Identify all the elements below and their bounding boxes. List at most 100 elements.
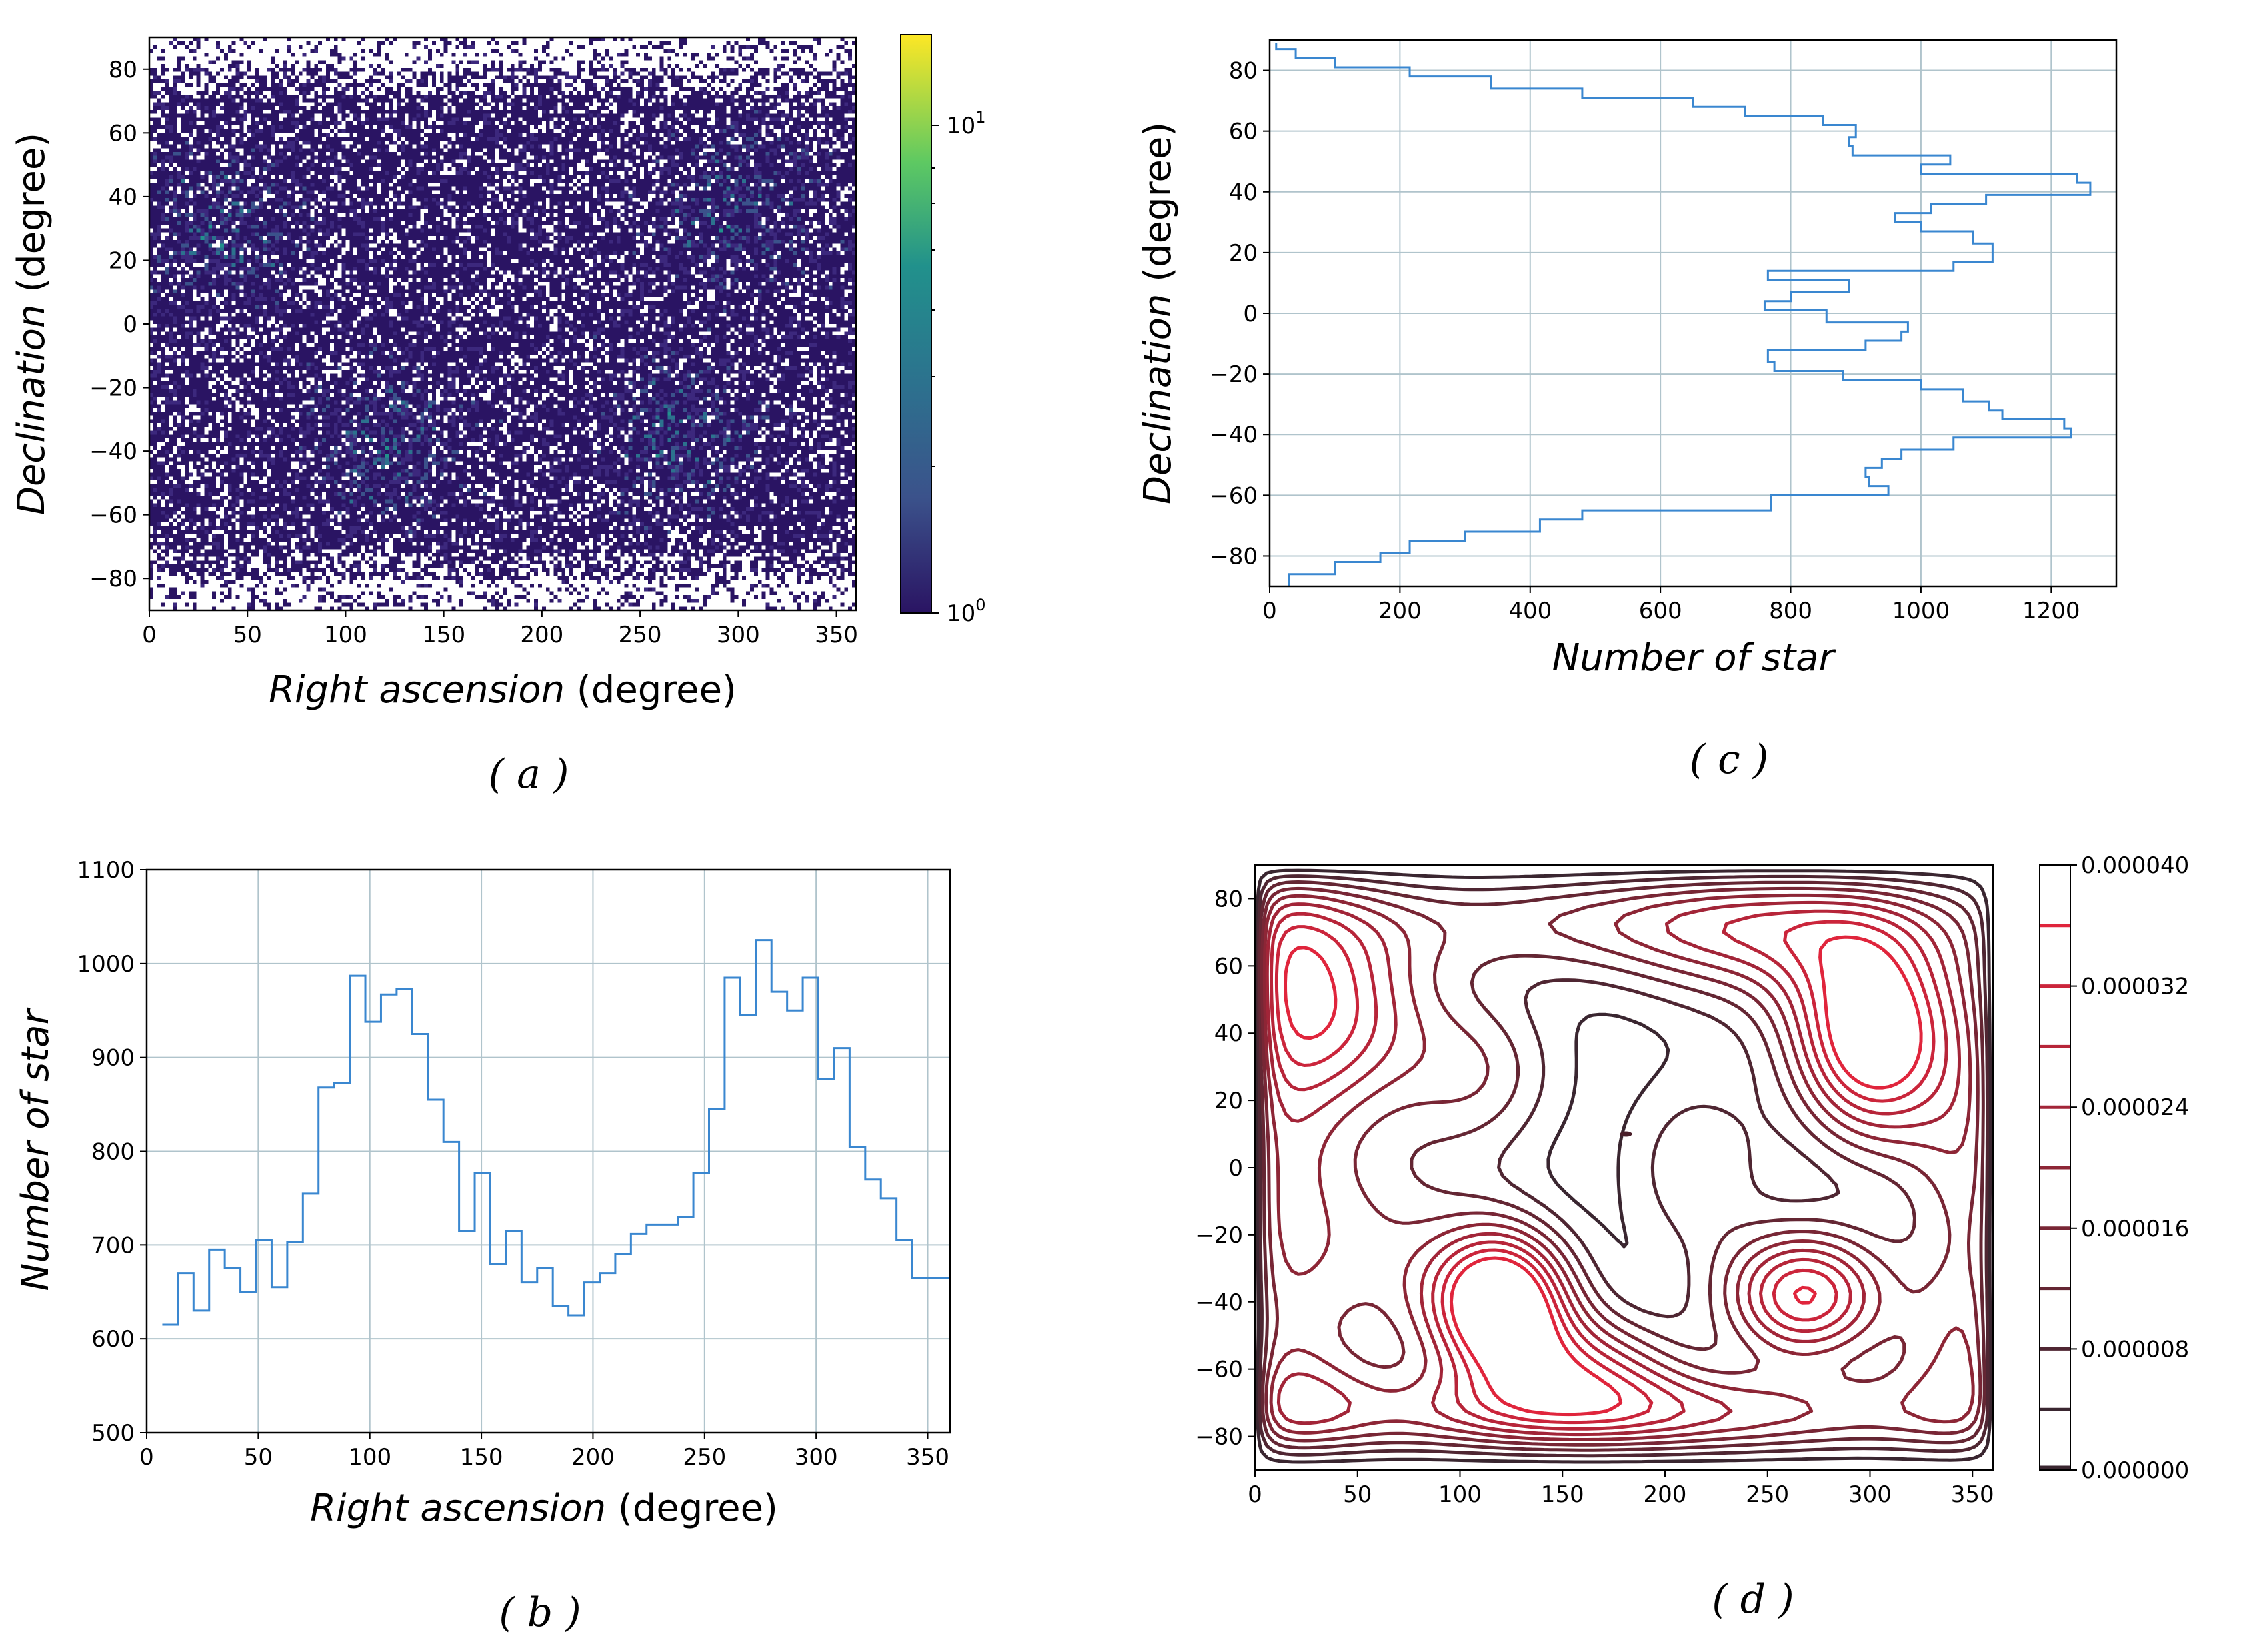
panel-a-y-label: Declination (degree) xyxy=(10,133,53,515)
panel-b-x-label: Right ascension (degree) xyxy=(310,1487,778,1530)
panel-d-x-tick-label: 300 xyxy=(1848,1481,1892,1508)
panel-d-colorbar-tick-label: 0.000016 xyxy=(2081,1216,2189,1242)
panel-a-x-tick-label: 350 xyxy=(815,622,858,648)
panel-b-x-tick-label: 350 xyxy=(906,1444,949,1471)
panel-d-x-tick-label: 150 xyxy=(1541,1481,1584,1508)
panel-d-x-tick-label: 350 xyxy=(1951,1481,1994,1508)
panel-b-histogram-line xyxy=(162,939,950,1326)
panel-a-x-tick-label: 250 xyxy=(619,622,662,648)
panel-b-x-ticks: 0 50 100 150 200 250 300 350 xyxy=(139,1433,949,1471)
panel-a-y-tick-label: 60 xyxy=(109,120,137,147)
panel-d-contour-level xyxy=(1284,935,1923,1417)
panel-b-x-tick-label: 300 xyxy=(795,1444,838,1471)
panel-a-y-tick-label: 40 xyxy=(109,184,137,211)
panel-b-y-tick-label: 1000 xyxy=(77,951,135,978)
panel-a-x-tick-label: 0 xyxy=(142,622,157,648)
panel-c-x-tick-label: 800 xyxy=(1769,598,1812,624)
panel-d-colorbar-tick-label: 0.000040 xyxy=(2081,852,2189,879)
panel-a-colorbar-label-high: 101 xyxy=(947,108,986,139)
panel-c-x-tick-label: 400 xyxy=(1508,598,1552,624)
panel-a-x-tick-label: 150 xyxy=(422,622,465,648)
panel-d-contour-level xyxy=(1255,868,1992,1464)
panel-d-x-tick-label: 50 xyxy=(1343,1481,1372,1508)
panel-a-colorbar-ticks xyxy=(931,125,939,614)
panel-c-x-tick-label: 0 xyxy=(1262,598,1277,624)
panel-d-y-tick-label: 80 xyxy=(1214,886,1243,912)
panel-b-caption: ( b ) xyxy=(499,1589,581,1636)
panel-a-caption: ( a ) xyxy=(489,751,569,798)
panel-d-contour-level xyxy=(1274,920,1936,1425)
panel-d-colorbar-levels xyxy=(2040,924,2070,1469)
panel-d-x-tick-label: 250 xyxy=(1746,1481,1789,1508)
panel-d-y-tick-label: 40 xyxy=(1214,1020,1243,1047)
panel-d-central-contour xyxy=(1620,1131,1632,1137)
panel-b-x-tick-label: 200 xyxy=(571,1444,615,1471)
panel-d-y-tick-label: 20 xyxy=(1214,1088,1243,1114)
panel-d-contours xyxy=(1255,868,1992,1464)
panel-a-x-tick-label: 100 xyxy=(324,622,367,648)
panel-d: 0 50 100 150 200 250 300 350 −80 −60 −40 −20 0 20 40 6… xyxy=(1195,852,2189,1623)
panel-a-y-tick-label: −20 xyxy=(89,375,137,402)
panel-c-caption: ( c ) xyxy=(1690,736,1769,783)
panel-b: 0 50 100 150 200 250 300 350 500 600 700 800 900 100… xyxy=(14,857,951,1636)
panel-c: 0 200 400 600 800 1000 1200 −80 −60 −40 −20 0 20 40 6… xyxy=(1136,39,2118,783)
panel-d-colorbar-ticks: 0.000000 0.000008 0.000016 0.000024 0.000032… xyxy=(2070,852,2189,1484)
panel-a-x-label: Right ascension (degree) xyxy=(269,668,737,712)
panel-a-y-tick-label: −40 xyxy=(89,438,137,465)
panel-c-y-label: Declination (degree) xyxy=(1136,122,1180,504)
panel-a-x-tick-label: 200 xyxy=(520,622,563,648)
panel-d-x-tick-label: 200 xyxy=(1644,1481,1687,1508)
panel-b-y-tick-label: 800 xyxy=(91,1139,135,1166)
panel-c-y-tick-label: 60 xyxy=(1229,119,1258,145)
panel-b-y-tick-label: 500 xyxy=(91,1420,135,1447)
panel-d-contour-level xyxy=(1260,886,1982,1447)
panel-a: 0 50 100 150 200 250 300 350 −80 −60 −40 −20 0 20 40 6… xyxy=(10,34,986,798)
panel-a-x-tick-label: 50 xyxy=(233,622,262,648)
panel-a-y-tick-label: −80 xyxy=(89,566,137,592)
panel-d-x-ticks: 0 50 100 150 200 250 300 350 xyxy=(1248,1470,1994,1508)
panel-d-contour-level xyxy=(1270,909,1948,1431)
panel-c-y-tick-label: 20 xyxy=(1229,240,1258,267)
panel-b-x-tick-label: 150 xyxy=(460,1444,503,1471)
panel-d-x-tick-label: 100 xyxy=(1438,1481,1482,1508)
panel-c-x-label: Number of star xyxy=(1552,636,1836,680)
panel-c-x-tick-label: 600 xyxy=(1639,598,1682,624)
panel-b-x-tick-label: 100 xyxy=(348,1444,391,1471)
panel-c-y-tick-label: −80 xyxy=(1210,543,1258,570)
panel-c-x-tick-label: 1200 xyxy=(2022,598,2080,624)
panel-d-y-tick-label: −80 xyxy=(1195,1424,1243,1451)
panel-d-y-tick-label: −20 xyxy=(1195,1222,1243,1249)
panel-b-grid xyxy=(146,869,950,1433)
panel-a-colorbar-label-low: 100 xyxy=(947,596,986,627)
panel-a-y-ticks: −80 −60 −40 −20 0 20 40 60 80 xyxy=(89,57,149,592)
panel-b-y-tick-label: 600 xyxy=(91,1326,135,1353)
panel-b-y-ticks: 500 600 700 800 900 1000 1100 xyxy=(77,857,147,1447)
panel-b-y-tick-label: 900 xyxy=(91,1045,135,1072)
panel-b-y-tick-label: 700 xyxy=(91,1232,135,1259)
panel-c-y-tick-label: 0 xyxy=(1243,301,1258,327)
panel-d-contour-level xyxy=(1265,900,1961,1437)
panel-d-contour-level xyxy=(1258,880,1986,1452)
panel-d-contour-level xyxy=(1262,893,1975,1441)
panel-c-y-ticks: −80 −60 −40 −20 0 20 40 60 80 xyxy=(1210,58,1270,570)
panel-b-y-tick-label: 1100 xyxy=(77,857,135,884)
panel-c-grid xyxy=(1269,40,2116,586)
panel-d-colorbar-tick-label: 0.000008 xyxy=(2081,1336,2189,1363)
panel-d-x-tick-label: 0 xyxy=(1248,1481,1262,1508)
panel-b-x-tick-label: 250 xyxy=(683,1444,726,1471)
panel-a-y-tick-label: 20 xyxy=(109,247,137,274)
panel-a-x-ticks: 0 50 100 150 200 250 300 350 xyxy=(142,610,858,648)
panel-a-heatmap xyxy=(149,37,856,610)
panel-a-y-tick-label: −60 xyxy=(89,502,137,529)
panel-a-y-tick-label: 80 xyxy=(109,57,137,83)
panel-b-x-tick-label: 50 xyxy=(244,1444,273,1471)
panel-b-y-label: Number of star xyxy=(14,1008,57,1291)
panel-c-histogram-line xyxy=(1275,43,2092,586)
panel-d-colorbar-tick-label: 0.000000 xyxy=(2081,1457,2189,1484)
panel-c-y-tick-label: 80 xyxy=(1229,58,1258,85)
panel-c-y-tick-label: −60 xyxy=(1210,482,1258,509)
panel-d-colorbar-tick-label: 0.000032 xyxy=(2081,974,2189,1000)
panel-d-y-tick-label: 0 xyxy=(1228,1155,1243,1182)
panel-c-x-tick-label: 1000 xyxy=(1892,598,1950,624)
